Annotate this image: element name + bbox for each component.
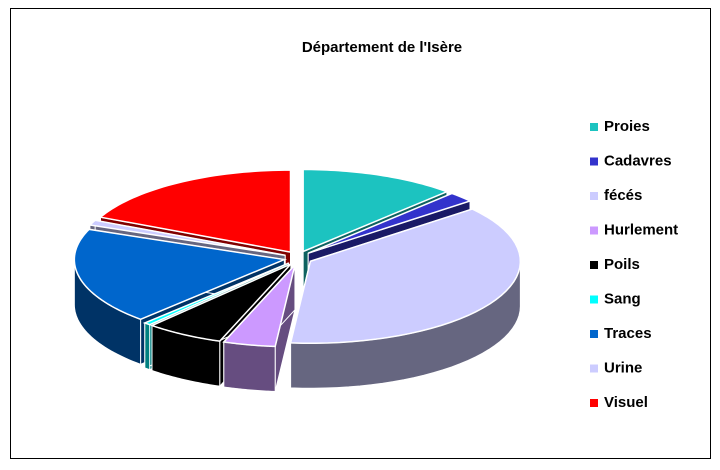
slice (149, 263, 292, 342)
legend-swatch (590, 364, 598, 373)
legend-swatch (590, 157, 598, 166)
slice (142, 262, 289, 326)
legend-swatch (590, 295, 598, 304)
legend-label: Visuel (604, 394, 648, 411)
legend-label: Proies (604, 118, 650, 135)
legend-label: Traces (604, 325, 652, 342)
legend-label: Hurlement (604, 221, 678, 238)
slice (98, 169, 292, 253)
legend-label: Sang (604, 290, 641, 307)
slice (307, 192, 473, 254)
slice (302, 168, 449, 253)
slice (222, 262, 297, 348)
legend-swatch (590, 226, 598, 235)
legend-swatch (590, 399, 598, 407)
legend-label: Cadavres (604, 152, 672, 169)
legend-swatch (590, 330, 598, 338)
slice (73, 228, 288, 321)
chart-title: Département de l'Isère (302, 39, 462, 56)
slice-wall (223, 341, 276, 392)
slice (88, 219, 286, 256)
legend-label: fécés (604, 187, 642, 204)
legend-swatch (590, 261, 598, 269)
legend-swatch (590, 123, 598, 131)
slice-wall (144, 322, 151, 371)
legend-label: Urine (604, 359, 642, 376)
legend-swatch (590, 192, 598, 200)
slice (289, 208, 522, 345)
legend-label: Poils (604, 256, 640, 273)
